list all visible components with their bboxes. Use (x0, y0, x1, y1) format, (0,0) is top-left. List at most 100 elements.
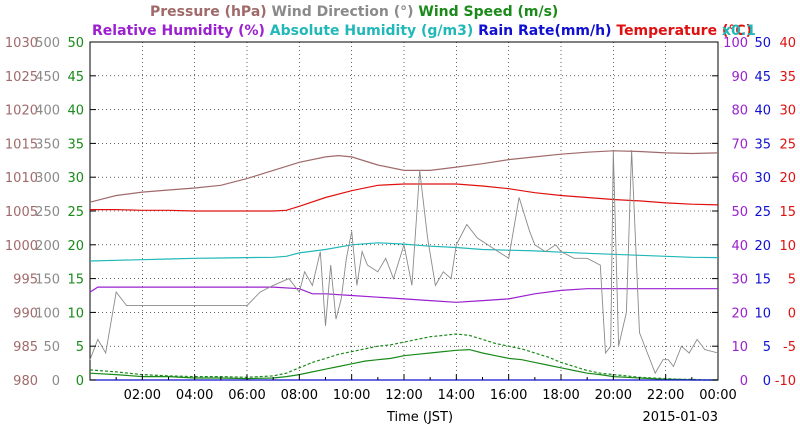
tick-label-pressure: 1005 (5, 205, 38, 220)
tick-label-pressure: 1015 (5, 137, 38, 152)
tick-label-rain: 35 (754, 137, 771, 152)
tick-label-rain: 0 (763, 374, 771, 389)
tick-label-pressure: 985 (13, 340, 38, 355)
series-wspd (89, 348, 718, 381)
legend-rh: Relative Humidity (%) (92, 23, 265, 39)
x-tick-label: 00:00 (699, 388, 736, 403)
tick-label-wspd: 5 (76, 340, 84, 355)
tick-label-rh: 50 (731, 205, 748, 220)
series-rh (89, 286, 718, 303)
tick-label-rain: 40 (754, 104, 771, 119)
tick-label-rain: 15 (754, 273, 771, 288)
tick-label-temp: -5 (783, 340, 796, 355)
tick-label-wdir: 400 (35, 104, 60, 119)
series-ah (89, 242, 719, 262)
tick-label-rh: 60 (731, 171, 748, 186)
tick-label-temp: 5 (788, 273, 796, 288)
tick-label-temp: 30 (779, 104, 796, 119)
tick-label-rain: 45 (754, 70, 771, 85)
legend1-row: Pressure (hPa) Wind Direction (°) Wind S… (150, 4, 558, 20)
x-tick-label: 14:00 (438, 388, 475, 403)
tick-label-wdir: 450 (35, 70, 60, 85)
legend-temp: Temperature (°C) (612, 23, 753, 39)
series-temp (90, 183, 719, 212)
legend-rain: Rain Rate(mm/h) (473, 23, 611, 39)
tick-label-wspd: 25 (67, 205, 84, 220)
tick-label-wspd: 45 (67, 70, 84, 85)
tick-label-wdir: 250 (35, 205, 60, 220)
tick-label-temp: 40 (779, 36, 796, 51)
tick-label-pressure: 990 (13, 306, 38, 321)
tick-label-pressure: 1020 (5, 104, 38, 119)
tick-label-temp: 15 (779, 205, 796, 220)
tick-label-rh: 80 (731, 104, 748, 119)
right-axes: 1009080706050403020100504540353025201510… (712, 36, 796, 389)
x-tick-label: 04:00 (176, 388, 213, 403)
series-gust (89, 333, 718, 381)
tick-label-wspd: 0 (76, 374, 84, 389)
tick-label-rain: 20 (754, 239, 771, 254)
x-tick-label: 02:00 (124, 388, 161, 403)
legend-pressure: Pressure (hPa) (150, 4, 267, 20)
tick-label-wspd: 50 (67, 36, 84, 51)
tick-label-wspd: 15 (67, 273, 84, 288)
tick-label-wspd: 40 (67, 104, 84, 119)
tick-label-wdir: 100 (35, 306, 60, 321)
tick-label-rh: 10 (731, 340, 748, 355)
tick-label-pressure: 980 (13, 374, 38, 389)
tick-label-wspd: 20 (67, 239, 84, 254)
x-tick-label: 20:00 (595, 388, 632, 403)
tick-label-pressure: 995 (13, 273, 38, 288)
legend-wspd: Wind Speed (m/s) (414, 4, 559, 20)
legend-wdir: Wind Direction (°) (267, 4, 414, 20)
tick-label-wdir: 0 (52, 374, 60, 389)
x-tick-label: 18:00 (542, 388, 579, 403)
tick-label-temp: 25 (779, 137, 796, 152)
header-legend: Pressure (hPa) Wind Direction (°) Wind S… (92, 4, 756, 39)
x-tick-label: 10:00 (333, 388, 370, 403)
series-pressure (89, 150, 719, 203)
series-wdir (89, 150, 719, 375)
ah-scale-note: x0.1 (722, 23, 756, 39)
tick-label-rain: 10 (754, 306, 771, 321)
tick-label-wspd: 10 (67, 306, 84, 321)
tick-label-temp: 20 (779, 171, 796, 186)
tick-label-wdir: 300 (35, 171, 60, 186)
tick-label-wdir: 200 (35, 239, 60, 254)
tick-label-wspd: 30 (67, 171, 84, 186)
tick-label-temp: 10 (779, 239, 796, 254)
x-tick-label: 22:00 (647, 388, 684, 403)
tick-label-pressure: 1000 (5, 239, 38, 254)
tick-label-rain: 50 (754, 36, 771, 51)
tick-label-wspd: 35 (67, 137, 84, 152)
tick-label-rain: 5 (763, 340, 771, 355)
x-axis: 02:00 04:00 06:00 08:00 10:00 12:00 14:00 16:00… (115, 374, 737, 425)
legend2-row: Relative Humidity (%) Absolute Humidity … (92, 23, 752, 39)
tick-label-temp: 35 (779, 70, 796, 85)
tick-label-pressure: 1030 (5, 36, 38, 51)
tick-label-rain: 25 (754, 205, 771, 220)
tick-label-rh: 100 (723, 36, 748, 51)
tick-label-temp: 0 (788, 306, 796, 321)
tick-label-rh: 90 (731, 70, 748, 85)
tick-label-rain: 30 (754, 171, 771, 186)
tick-label-wdir: 350 (35, 137, 60, 152)
tick-label-wdir: 50 (43, 340, 60, 355)
x-tick-label: 12:00 (385, 388, 422, 403)
tick-label-wdir: 500 (35, 36, 60, 51)
x-tick-label: 16:00 (490, 388, 527, 403)
left-axes: 1030102510201015101010051000995990985980… (5, 36, 96, 389)
tick-label-temp: -10 (775, 374, 796, 389)
tick-label-rh: 0 (740, 374, 748, 389)
tick-label-rh: 20 (731, 306, 748, 321)
legend-ah: Absolute Humidity (g/m3) (265, 23, 473, 39)
tick-label-rh: 40 (731, 239, 748, 254)
x-tick-label: 08:00 (281, 388, 318, 403)
tick-label-wdir: 150 (35, 273, 60, 288)
x-tick-label: 06:00 (228, 388, 265, 403)
tick-label-rh: 70 (731, 137, 748, 152)
date-label: 2015-01-03 (642, 410, 718, 425)
x-axis-title: Time (JST) (386, 410, 453, 425)
